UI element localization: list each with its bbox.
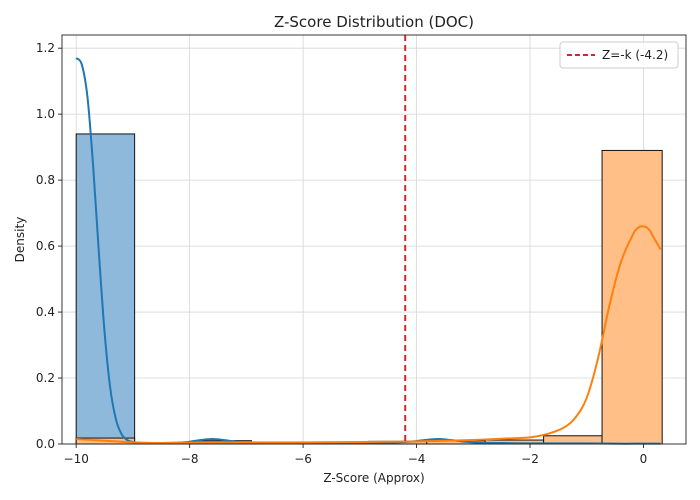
kde-curve-s1 [76,225,662,445]
plot-frame [61,34,687,445]
kde-curves [75,57,662,445]
x-tick-label-5: 0 [640,452,648,466]
histogram-bar-s0-0 [75,133,136,445]
y-tick-label-3: 0.6 [36,239,55,253]
y-axis-title: Density [13,217,27,263]
x-axis-title: Z-Score (Approx) [323,471,424,485]
legend-label-reference-line: Z=-k (-4.2) [602,48,668,62]
x-tick-label-0: −10 [64,452,89,466]
chart-title: Z-Score Distribution (DOC) [274,13,474,31]
axes: −10 −8 −6 −4 −2 0 0.0 0.2 0.4 0.6 0.8 1.0 1.2 [36,41,647,466]
x-tick-label-2: −6 [294,452,312,466]
y-tick-label-2: 0.4 [36,305,55,319]
y-tick-label-4: 0.8 [36,173,55,187]
y-tick-label-0: 0.0 [36,437,55,451]
grid-lines [62,35,686,445]
x-tick-label-1: −8 [181,452,199,466]
y-tick-label-6: 1.2 [36,41,55,55]
y-tick-label-1: 0.2 [36,371,55,385]
x-tick-label-4: −2 [521,452,539,466]
x-tick-label-3: −4 [408,452,426,466]
y-tick-label-5: 1.0 [36,107,55,121]
legend-box [559,41,679,69]
legend: Z=-k (-4.2) [559,41,679,69]
